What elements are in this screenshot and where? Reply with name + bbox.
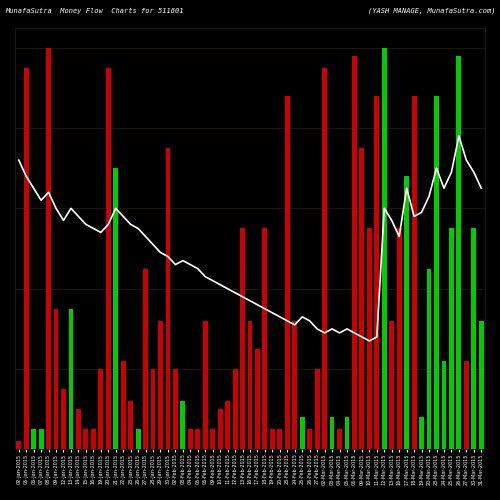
Bar	[344, 418, 350, 450]
Bar	[158, 321, 163, 450]
Bar	[472, 228, 476, 450]
Bar	[419, 418, 424, 450]
Bar	[464, 361, 469, 450]
Bar	[449, 228, 454, 450]
Bar	[91, 430, 96, 450]
Bar	[114, 168, 118, 450]
Bar	[76, 410, 81, 450]
Bar	[382, 48, 386, 450]
Bar	[404, 176, 409, 450]
Bar	[98, 369, 103, 450]
Bar	[442, 361, 446, 450]
Bar	[46, 48, 51, 450]
Bar	[330, 418, 334, 450]
Bar	[150, 369, 156, 450]
Bar	[128, 401, 133, 450]
Bar	[106, 68, 110, 450]
Bar	[367, 228, 372, 450]
Bar	[479, 321, 484, 450]
Bar	[203, 321, 207, 450]
Bar	[218, 410, 222, 450]
Bar	[322, 68, 327, 450]
Bar	[390, 321, 394, 450]
Bar	[278, 430, 282, 450]
Bar	[61, 389, 66, 450]
Bar	[68, 309, 73, 450]
Bar	[225, 401, 230, 450]
Bar	[255, 349, 260, 450]
Bar	[412, 96, 416, 450]
Bar	[434, 96, 439, 450]
Bar	[360, 148, 364, 450]
Bar	[210, 430, 215, 450]
Bar	[270, 430, 275, 450]
Bar	[308, 430, 312, 450]
Bar	[456, 56, 462, 450]
Bar	[24, 68, 28, 450]
Bar	[38, 430, 44, 450]
Bar	[337, 430, 342, 450]
Bar	[121, 361, 126, 450]
Bar	[292, 321, 297, 450]
Bar	[285, 96, 290, 450]
Bar	[196, 430, 200, 450]
Bar	[16, 442, 21, 450]
Bar	[374, 96, 379, 450]
Bar	[397, 228, 402, 450]
Bar	[240, 228, 245, 450]
Text: (YASH MANAGE, MunafaSutra.com): (YASH MANAGE, MunafaSutra.com)	[368, 8, 495, 14]
Bar	[188, 430, 192, 450]
Bar	[54, 309, 59, 450]
Bar	[180, 401, 186, 450]
Bar	[232, 369, 237, 450]
Bar	[84, 430, 88, 450]
Bar	[314, 369, 320, 450]
Bar	[143, 268, 148, 450]
Bar	[31, 430, 36, 450]
Bar	[173, 369, 178, 450]
Bar	[262, 228, 268, 450]
Bar	[136, 430, 140, 450]
Bar	[352, 56, 357, 450]
Bar	[248, 321, 252, 450]
Bar	[426, 268, 432, 450]
Bar	[166, 148, 170, 450]
Text: MunafaSutra  Money Flow  Charts for 511601: MunafaSutra Money Flow Charts for 511601	[5, 8, 184, 14]
Bar	[300, 418, 304, 450]
